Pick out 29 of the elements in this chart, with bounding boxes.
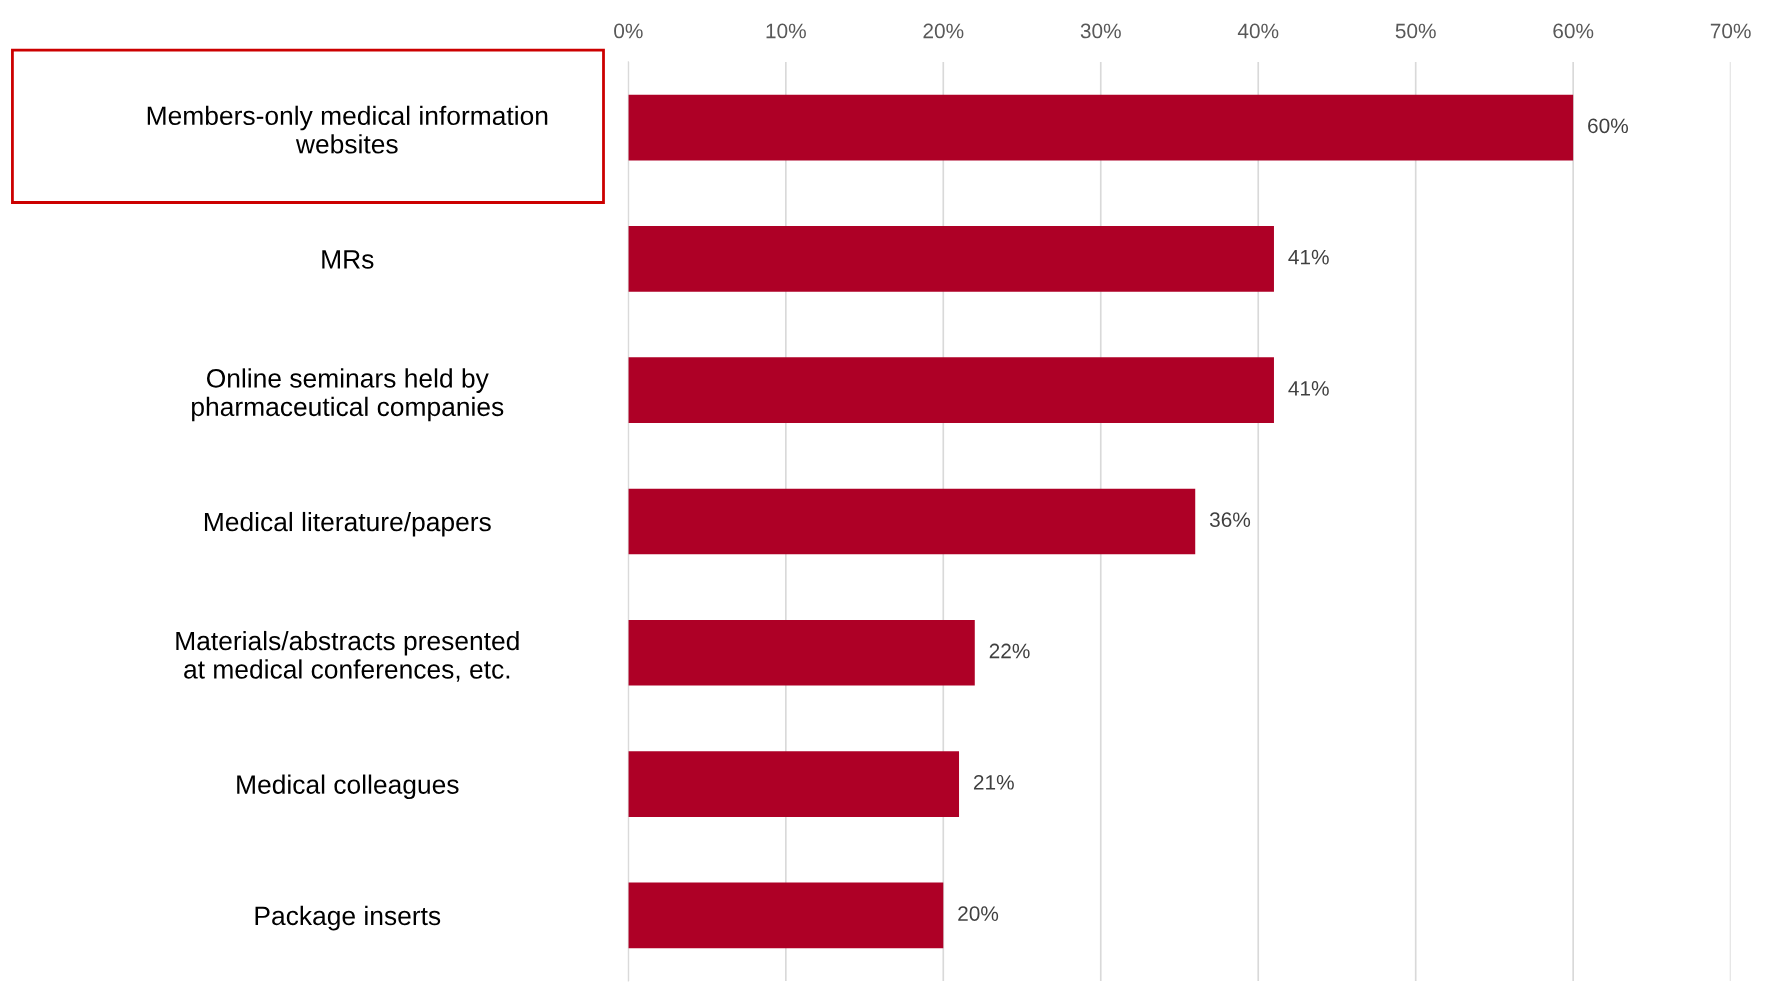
x-tick-label: 40% bbox=[1237, 23, 1279, 39]
bar bbox=[628, 357, 1274, 424]
bar bbox=[628, 94, 1574, 161]
x-tick-label: 0% bbox=[614, 23, 643, 39]
y-tick-label: Medical literature/papers bbox=[204, 511, 491, 537]
bar bbox=[628, 226, 1274, 292]
x-tick-label: 50% bbox=[1395, 23, 1436, 39]
x-tick-label: 30% bbox=[1080, 23, 1121, 39]
x-tick-label: 60% bbox=[1553, 23, 1594, 39]
y-tick-label: Medical colleagues bbox=[237, 774, 459, 800]
data-label: 41% bbox=[1288, 249, 1329, 265]
x-tick-label: 70% bbox=[1710, 23, 1751, 39]
data-label: 60% bbox=[1588, 118, 1628, 134]
data-label: 21% bbox=[973, 774, 1014, 790]
y-tick-label: MRs bbox=[322, 250, 374, 269]
data-label: 22% bbox=[989, 643, 1030, 659]
bar bbox=[628, 488, 1196, 555]
x-tick-label: 20% bbox=[923, 23, 964, 39]
bar bbox=[628, 882, 944, 949]
data-label: 20% bbox=[958, 906, 999, 921]
data-label: 41% bbox=[1288, 381, 1329, 396]
bar bbox=[628, 619, 975, 686]
bar bbox=[628, 751, 960, 817]
y-tick-label: Package inserts bbox=[255, 905, 441, 931]
y-tick-label: Members-only medical information websites bbox=[147, 105, 548, 154]
data-label: 36% bbox=[1209, 512, 1251, 528]
y-tick-label: Materials/abstracts presented at medical conferences, etc. bbox=[176, 630, 519, 682]
y-tick-label: Online seminars held by pharmaceutical companies bbox=[192, 368, 504, 422]
x-tick-label: 10% bbox=[766, 23, 806, 39]
